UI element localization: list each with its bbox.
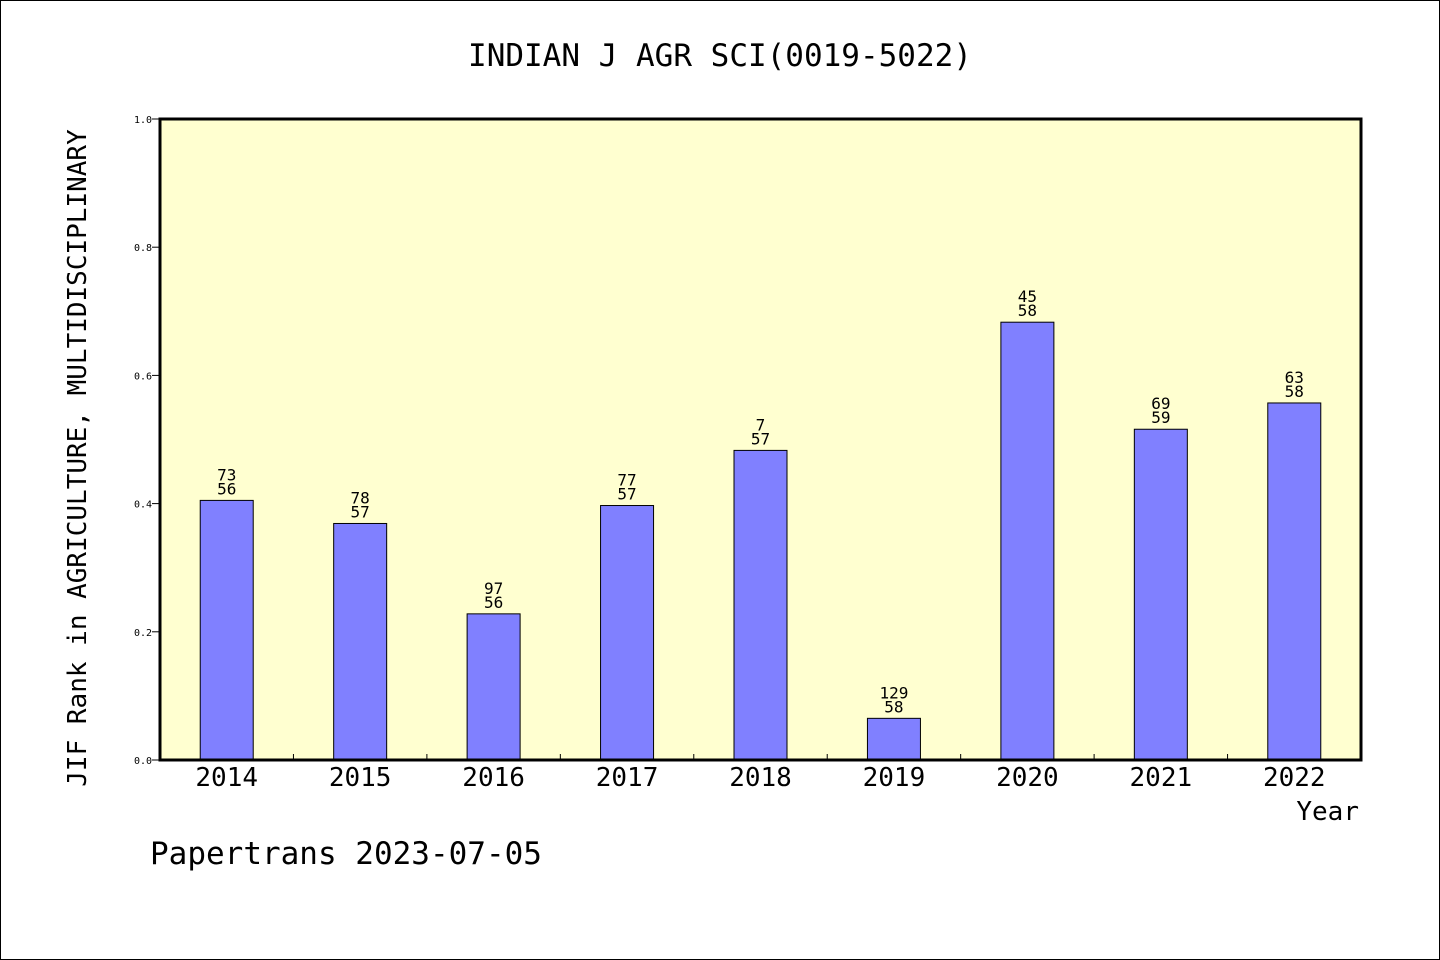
total-label-2015: 57 [351,502,370,521]
y-tick-label-4: 0.8 [134,243,152,254]
rank-label-2018: 7 [756,415,766,434]
bar-2019 [866,717,921,761]
bar-2015 [333,522,388,761]
x-tick-label-2017: 2017 [596,763,659,793]
x-tick-label-2016: 2016 [462,763,525,793]
total-label-2017: 57 [617,485,636,504]
x-axis-label: Year [1296,797,1359,827]
y-axis: 0.0 0.2 0.4 0.6 0.8 1.0 [134,115,160,767]
rank-label-2015: 78 [351,488,370,507]
x-tick-label-2020: 2020 [996,763,1059,793]
y-axis-label: JIF Rank in AGRICULTURE, MULTIDISCIPLINA… [63,129,93,787]
y-tick-label-1: 0.2 [134,628,152,639]
plot-border [158,117,1363,762]
chart-title: INDIAN J AGR SCI(0019-5022) [468,38,972,74]
total-label-2019: 58 [884,697,903,716]
rank-label-2019: 129 [879,683,908,702]
total-label-2022: 58 [1285,382,1304,401]
bar-2017 [600,505,655,761]
bar-2016 [466,613,521,761]
total-label-2016: 56 [484,593,503,612]
x-tick-label-2019: 2019 [863,763,926,793]
rank-label-2020: 45 [1018,287,1037,306]
total-label-2020: 58 [1018,301,1037,320]
rank-label-2022: 63 [1285,368,1304,387]
y-tick-label-0: 0.0 [134,756,152,767]
total-label-2014: 56 [217,479,236,498]
bar-2020 [1000,321,1055,761]
x-tick-label-2014: 2014 [195,763,258,793]
y-tick-label-2: 0.4 [134,500,152,511]
total-label-2018: 57 [751,429,770,448]
footer-text: Papertrans 2023-07-05 [150,836,542,872]
total-label-2021: 59 [1151,408,1170,427]
y-tick-label-5: 1.0 [134,115,152,126]
rank-label-2014: 73 [217,465,236,484]
x-axis: 2014 2015 2016 2017 2018 2019 2020 2021 2022 [195,754,1326,793]
x-tick-label-2022: 2022 [1263,763,1326,793]
rank-label-2021: 69 [1151,394,1170,413]
bar-2022 [1267,402,1322,761]
bar-2018 [733,449,788,761]
rank-label-2017: 77 [617,471,636,490]
x-tick-label-2021: 2021 [1130,763,1193,793]
rank-label-2016: 97 [484,579,503,598]
y-tick-label-3: 0.6 [134,371,152,382]
x-tick-label-2018: 2018 [729,763,792,793]
bar-2014 [199,499,254,761]
bar-2021 [1133,428,1188,761]
x-tick-label-2015: 2015 [329,763,392,793]
